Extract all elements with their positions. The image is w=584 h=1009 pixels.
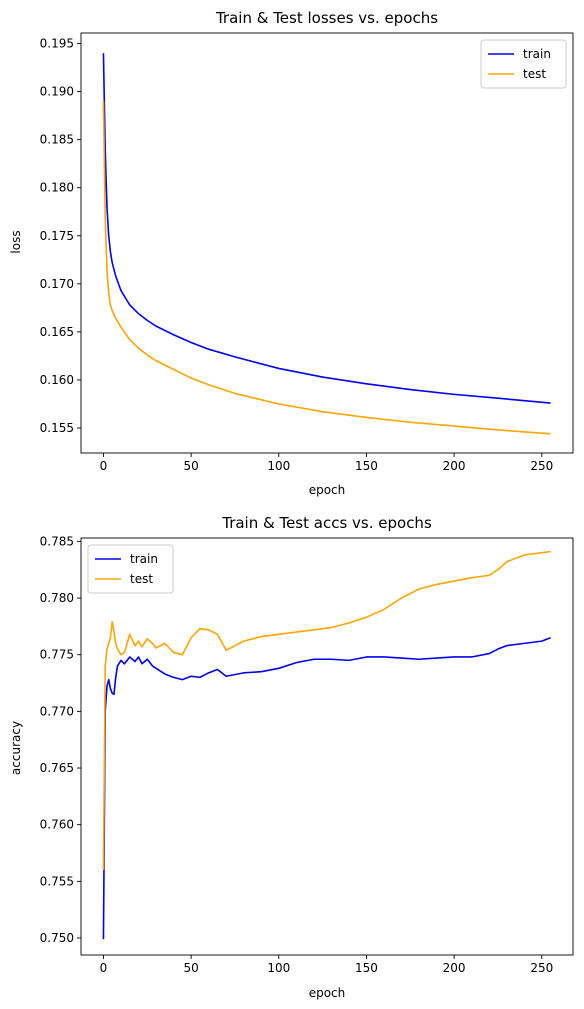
accuracy-legend-label-test: test [130,572,153,586]
loss-x-tick-label: 50 [183,459,198,473]
accuracy-x-tick-label: 150 [355,961,378,975]
loss-chart-xlabel: epoch [309,483,346,497]
loss-legend-label-train: train [523,47,551,61]
loss-x-tick-label: 200 [443,459,466,473]
loss-y-tick-label: 0.165 [40,325,74,339]
accuracy-x-tick-label: 250 [530,961,553,975]
accuracy-y-tick-label: 0.750 [40,931,74,945]
loss-x-tick-label: 250 [530,459,553,473]
loss-legend: train test [481,40,566,88]
loss-x-tick-label: 100 [267,459,290,473]
accuracy-y-tick-label: 0.770 [40,704,74,718]
accuracy-x-tick-label: 200 [443,961,466,975]
accuracy-legend: train test [88,545,173,593]
loss-y-tick-label: 0.195 [40,37,74,51]
accuracy-x-tick-label: 50 [183,961,198,975]
loss-y-tick-label: 0.185 [40,133,74,147]
accuracy-x-tick-label: 0 [100,961,108,975]
accuracy-chart-xlabel: epoch [309,986,346,1000]
accuracy-x-tick-label: 100 [267,961,290,975]
loss-chart-title: Train & Test losses vs. epochs [215,9,438,27]
accuracy-y-tick-label: 0.775 [40,648,74,662]
loss-chart-ylabel: loss [9,230,23,253]
accuracy-y-tick-label: 0.760 [40,818,74,832]
loss-y-tick-label: 0.190 [40,85,74,99]
accuracy-chart-ylabel: accuracy [9,721,23,775]
accuracy-y-tick-label: 0.765 [40,761,74,775]
accuracy-y-tick-label: 0.785 [40,534,74,548]
loss-y-tick-label: 0.175 [40,229,74,243]
loss-y-tick-label: 0.180 [40,181,74,195]
loss-legend-label-test: test [523,67,546,81]
loss-y-tick-label: 0.170 [40,277,74,291]
loss-x-tick-label: 0 [100,459,108,473]
accuracy-chart-title: Train & Test accs vs. epochs [221,514,432,532]
accuracy-legend-label-train: train [130,552,158,566]
loss-y-tick-label: 0.160 [40,373,74,387]
loss-x-tick-label: 150 [355,459,378,473]
loss-y-tick-label: 0.155 [40,421,74,435]
accuracy-y-tick-label: 0.755 [40,874,74,888]
accuracy-y-tick-label: 0.780 [40,591,74,605]
